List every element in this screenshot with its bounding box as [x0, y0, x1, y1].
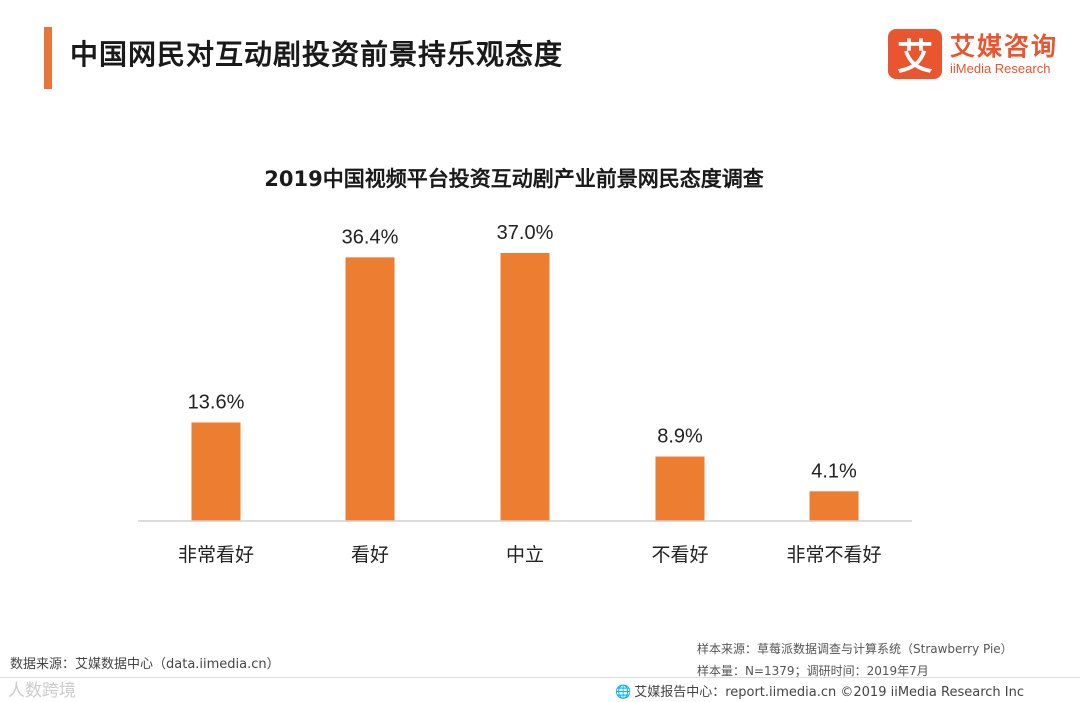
bar-value-label-5: 4.1% [811, 460, 857, 482]
iimedia-logo: 艾 艾媒咨询 iiMedia Research [888, 27, 1068, 83]
bar-5 [809, 491, 859, 521]
report-center-text: 艾媒报告中心：report.iimedia.cn ©2019 iiMedia R… [634, 685, 1024, 700]
category-label-4: 不看好 [651, 544, 708, 566]
globe-icon: 🌐 [615, 685, 632, 700]
category-label-3: 中立 [506, 544, 544, 566]
data-source-note: 数据来源：艾媒数据中心（data.iimedia.cn） [10, 657, 280, 672]
category-label-2: 看好 [351, 544, 389, 566]
sample-size-note: 样本量：N=1379；调研时间：2019年7月 [697, 664, 929, 678]
watermark-text: 人数跨境 [8, 681, 76, 701]
footer-divider [0, 677, 1080, 678]
logo-name-en: iiMedia Research [950, 61, 1051, 76]
logo-name-cn: 艾媒咨询 [950, 32, 1059, 61]
page-title: 中国网民对互动剧投资前景持乐观态度 [70, 38, 564, 71]
bar-value-label-2: 36.4% [342, 226, 399, 248]
report-center-link[interactable]: 🌐 艾媒报告中心：report.iimedia.cn ©2019 iiMedia … [615, 681, 1024, 700]
bar-3 [500, 253, 550, 521]
logo-mark-icon: 艾 [888, 29, 942, 79]
bars-group: 13.6% 非常看好 36.4% 看好 37.0% 中立 8.9% 不看好 4.1% 非常不看好 [178, 222, 882, 566]
bar-2 [345, 257, 395, 521]
bar-value-label-3: 37.0% [497, 222, 554, 244]
bar-4 [655, 456, 705, 521]
title-accent-bar [44, 27, 52, 89]
category-label-1: 非常看好 [178, 544, 254, 566]
bar-value-label-4: 8.9% [657, 426, 703, 448]
chart-title: 2019中国视频平台投资互动剧产业前景网民态度调查 [264, 167, 763, 191]
bar-1 [191, 422, 241, 521]
category-label-5: 非常不看好 [786, 544, 881, 566]
bar-value-label-1: 13.6% [188, 391, 245, 413]
sample-source-note: 样本来源：草莓派数据调查与计算系统（Strawberry Pie） [697, 642, 1013, 656]
